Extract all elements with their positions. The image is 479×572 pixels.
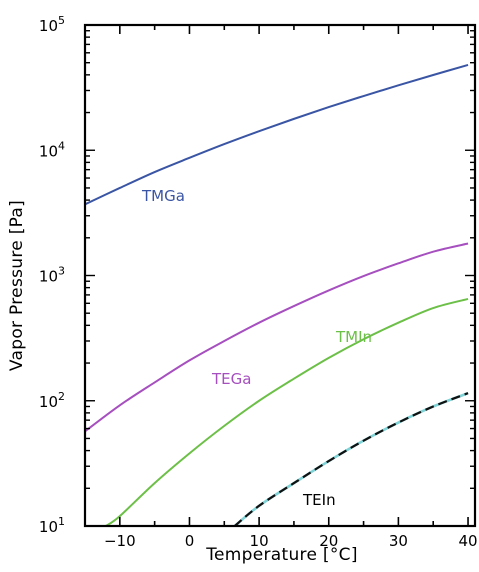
- axes-layer: −10 0 10 20 30 40 101 102 103 104 105 Temperature […: [7, 14, 478, 565]
- x-tick-label: −10: [104, 532, 136, 550]
- plot-frame: [83, 23, 477, 528]
- series-tein-line: [234, 392, 469, 526]
- y-axis-label: Vapor Pressure [Pa]: [7, 200, 27, 371]
- series-label-tega: TEGa: [211, 370, 251, 388]
- series-label-tein: TEIn: [302, 491, 336, 509]
- x-tick-label: 20: [319, 532, 338, 550]
- y-tick-label: 103: [39, 265, 65, 286]
- series-tein-halo: [233, 391, 469, 526]
- series-tega-line: [85, 242, 469, 433]
- y-tick-label: 102: [39, 390, 65, 411]
- y-tick-label: 105: [39, 14, 65, 35]
- series-tmga-line: [85, 63, 469, 206]
- x-tick-label: 10: [250, 532, 269, 550]
- x-tick-label: 0: [185, 532, 195, 550]
- series-layer: [85, 63, 469, 526]
- series-tmin-line: [105, 297, 469, 526]
- labels-layer: TMGa TEGa TMIn TEIn: [141, 187, 372, 509]
- y-tick-label: 101: [39, 515, 65, 536]
- x-tick-label: 40: [458, 532, 477, 550]
- y-tick-label: 104: [39, 139, 65, 160]
- series-label-tmin: TMIn: [335, 328, 372, 346]
- x-axis-label: Temperature [°C]: [205, 545, 358, 565]
- series-label-tmga: TMGa: [141, 187, 185, 205]
- x-tick-label: 30: [389, 532, 408, 550]
